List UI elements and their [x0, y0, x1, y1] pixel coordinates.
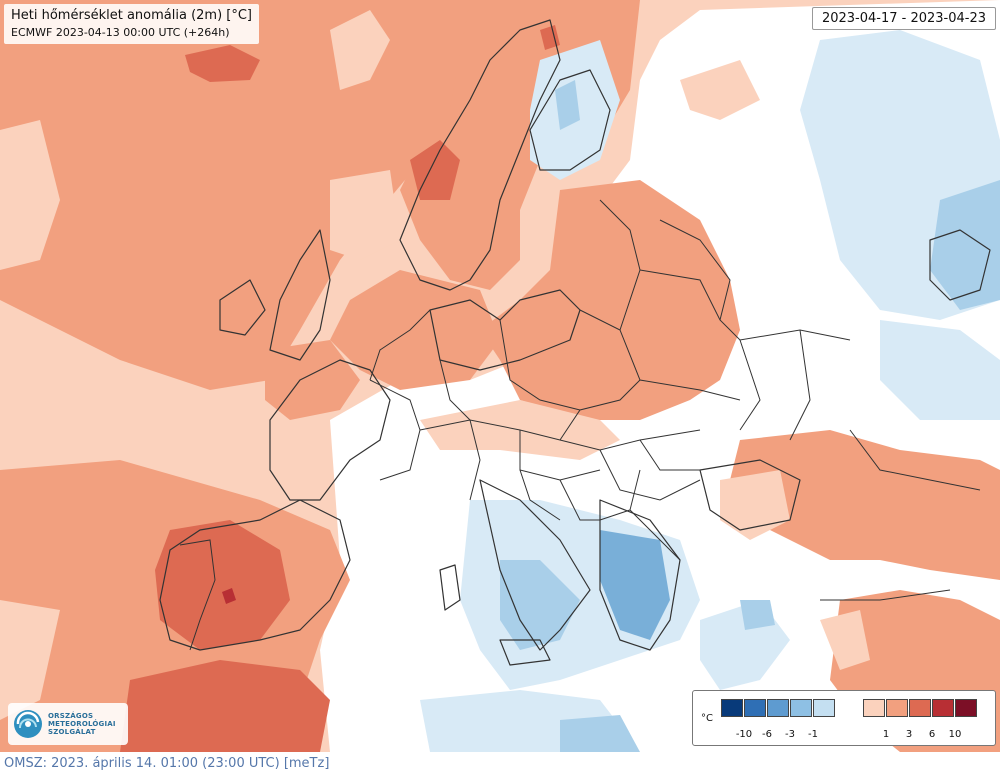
legend-swatch-cold-1	[721, 699, 743, 717]
italy-south-cold	[500, 560, 580, 650]
east-warm	[730, 430, 1000, 580]
legend-tick-cold-4: -1	[808, 729, 818, 740]
north-sea-light-patch	[330, 170, 400, 260]
legend-swatch-warm-1	[863, 699, 885, 717]
legend-tick-warm-4: 10	[948, 729, 962, 740]
legend-swatch-warm-4	[932, 699, 954, 717]
greece-cold	[600, 530, 670, 640]
iceland-strong	[185, 45, 260, 82]
omsz-logo-text: ORSZÁGOS METEOROLÓGIAI SZOLGÁLAT	[48, 712, 116, 736]
atlantic-light-patch-west	[0, 120, 60, 270]
legend-unit: °C	[701, 713, 713, 724]
color-legend: °C -10 -6 -3 -1 1 3 6 10	[692, 690, 996, 746]
logo-line-3: SZOLGÁLAT	[48, 728, 96, 736]
legend-tick-cold-1: -10	[735, 729, 753, 740]
legend-swatch-cold-5	[813, 699, 835, 717]
northeast-cold-mid	[930, 180, 1000, 310]
north-africa-strong	[120, 660, 330, 752]
atlantic-warm-area	[0, 0, 480, 390]
legend-swatch-warm-3	[909, 699, 931, 717]
legend-tick-warm-1: 1	[882, 729, 890, 740]
aegean-cold-mid	[740, 600, 775, 630]
anatolia-light	[820, 610, 870, 670]
black-sea-light	[720, 470, 790, 540]
legend-warm-swatches	[863, 699, 978, 717]
east-cold-light	[880, 320, 1000, 420]
footer-timestamp: OMSZ: 2023. április 14. 01:00 (23:00 UTC…	[4, 756, 330, 771]
bothnia-cold	[555, 80, 580, 130]
legend-tick-warm-3: 6	[928, 729, 936, 740]
south-cold-mid	[560, 715, 640, 752]
legend-swatch-cold-4	[790, 699, 812, 717]
country-borders	[179, 199, 981, 651]
legend-tick-warm-2: 3	[905, 729, 913, 740]
anomaly-map	[0, 0, 1000, 752]
legend-tick-cold-3: -3	[785, 729, 795, 740]
france-north-warm	[265, 340, 360, 420]
logo-line-1: ORSZÁGOS	[48, 712, 94, 720]
legend-swatch-warm-5	[955, 699, 977, 717]
map-canvas	[0, 0, 1000, 752]
legend-tick-cold-2: -6	[762, 729, 772, 740]
logo-line-2: METEOROLÓGIAI	[48, 720, 116, 728]
legend-cold-swatches	[721, 699, 836, 717]
date-range-box: 2023-04-17 - 2023-04-23	[811, 7, 996, 30]
omsz-logo: ORSZÁGOS METEOROLÓGIAI SZOLGÁLAT	[8, 703, 128, 745]
legend-swatch-warm-2	[886, 699, 908, 717]
legend-swatch-cold-3	[767, 699, 789, 717]
map-title: Heti hőmérséklet anomália (2m) [°C]	[11, 8, 252, 23]
benelux-germany-warm	[330, 270, 500, 390]
karelia-light	[680, 60, 760, 120]
map-title-box: Heti hőmérséklet anomália (2m) [°C] ECMW…	[4, 4, 259, 44]
omsz-logo-icon	[14, 710, 42, 738]
atlantic-light-patch	[330, 10, 390, 90]
iberia-deep	[222, 588, 236, 604]
map-subtitle: ECMWF 2023-04-13 00:00 UTC (+264h)	[11, 26, 230, 39]
lapland-strong	[540, 25, 560, 50]
ocean-light-patch	[0, 600, 60, 720]
iberia-strong	[155, 520, 290, 650]
legend-swatch-cold-2	[744, 699, 766, 717]
central-east-warm	[480, 180, 740, 420]
